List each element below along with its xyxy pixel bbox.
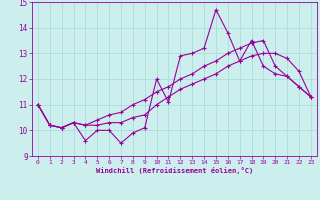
X-axis label: Windchill (Refroidissement éolien,°C): Windchill (Refroidissement éolien,°C) [96,167,253,174]
